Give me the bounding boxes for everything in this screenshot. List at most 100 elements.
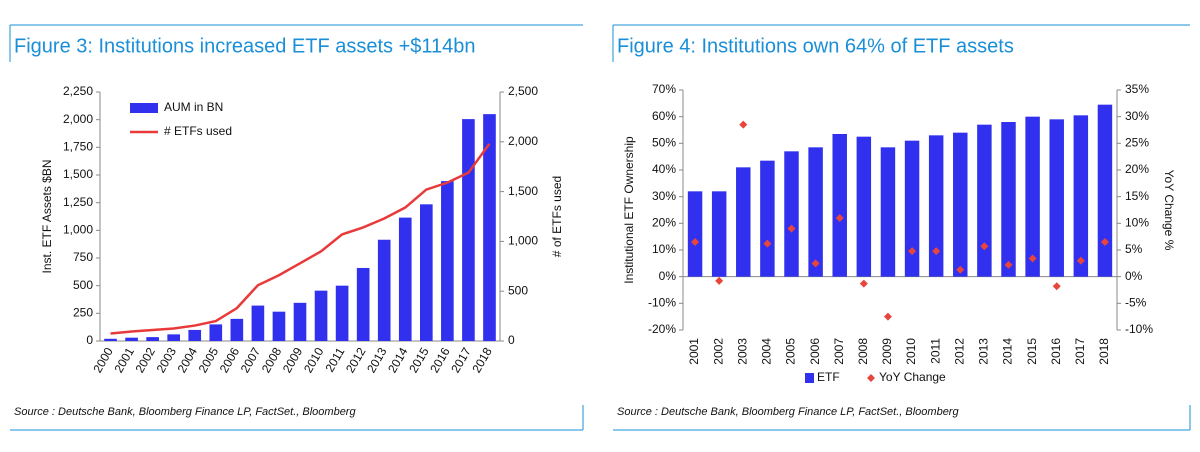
bar [856, 136, 872, 277]
x-tick-label: 2003 [154, 345, 180, 375]
bar [125, 337, 138, 341]
bar [953, 132, 968, 277]
x-tick-label: 2014 [385, 345, 411, 375]
point [1076, 256, 1085, 265]
bar [1025, 116, 1040, 277]
bar [483, 114, 496, 341]
y2-tick-label: 500 [508, 283, 528, 297]
y-axis-label: Institutional ETF Ownership [622, 136, 636, 284]
x-tick-label: 2004 [175, 345, 201, 375]
y-tick-label: 0 [86, 333, 93, 347]
point [787, 224, 796, 233]
bar [977, 124, 992, 277]
legend-label: AUM in BN [164, 100, 223, 114]
bar [230, 318, 244, 341]
y2-tick-label: -5% [1125, 296, 1147, 310]
bar [441, 181, 454, 341]
y-tick-label: 1,500 [63, 167, 93, 181]
point [835, 214, 844, 222]
point [1028, 254, 1037, 263]
point [1100, 238, 1109, 246]
x-tick-label: 2013 [364, 345, 390, 375]
x-tick-label: 2017 [448, 345, 474, 375]
x-tick-label: 2015 [406, 345, 432, 375]
y-tick-label: 0% [659, 269, 677, 283]
x-tick-label: 2006 [217, 345, 243, 375]
x-tick-label: 2003 [735, 338, 749, 365]
y2-tick-label: 2,500 [508, 84, 538, 98]
source-note: Source : Deutsche Bank, Bloomberg Financ… [14, 406, 356, 418]
y-tick-label: 1,250 [63, 195, 93, 209]
bar [104, 338, 117, 341]
y-tick-label: -10% [648, 296, 676, 310]
legend-label: # ETFs used [164, 124, 232, 138]
bar [832, 134, 847, 277]
y2-axis-label: # of ETFs used [550, 176, 564, 257]
point [859, 279, 868, 288]
bar [711, 191, 727, 277]
line [110, 143, 491, 335]
chart-title: Figure 4: Institutions own 64% of ETF as… [617, 35, 1014, 57]
x-tick-label: 2016 [1049, 338, 1063, 365]
x-tick-label: 2012 [343, 345, 369, 375]
bar [377, 239, 391, 341]
x-tick-label: 2012 [952, 338, 966, 365]
bar [687, 191, 703, 277]
point [908, 247, 917, 256]
legend-swatch [130, 103, 158, 113]
y-tick-label: 10% [652, 242, 676, 256]
bar [928, 135, 944, 277]
bar [736, 167, 751, 277]
point [715, 276, 724, 285]
bar [808, 147, 823, 277]
x-tick-label: 2009 [280, 345, 306, 375]
y2-tick-label: 35% [1125, 82, 1149, 96]
y2-tick-label: 0 [508, 333, 515, 347]
y-axis-label: Inst. ETF Assets $BN [40, 159, 54, 273]
x-tick-label: 2005 [196, 345, 222, 375]
bar [251, 305, 265, 341]
y2-tick-label: 0% [1125, 269, 1143, 283]
bar [188, 329, 202, 341]
chart-title: Figure 3: Institutions increased ETF ass… [14, 35, 476, 57]
bar [904, 140, 920, 277]
y2-tick-label: -10% [1125, 322, 1153, 336]
x-tick-label: 2001 [111, 345, 137, 375]
x-tick-label: 2009 [880, 338, 894, 365]
y-tick-label: -20% [648, 322, 676, 336]
y-tick-label: 40% [652, 162, 676, 176]
x-tick-label: 2007 [238, 345, 264, 375]
legend-label: ETF [817, 370, 840, 384]
x-tick-label: 2013 [977, 338, 991, 365]
y2-tick-label: 2,000 [508, 134, 538, 148]
bar [167, 334, 180, 341]
y2-tick-label: 1,500 [508, 184, 538, 198]
y-tick-label: 60% [652, 109, 676, 123]
legend-swatch [805, 373, 814, 383]
bar [1049, 119, 1064, 277]
x-tick-label: 2015 [1025, 338, 1039, 365]
bar [293, 302, 307, 341]
y2-axis-label: YoY Change % [1162, 170, 1176, 251]
x-tick-label: 2017 [1073, 338, 1087, 365]
x-tick-label: 2014 [1001, 338, 1015, 365]
bar [420, 204, 433, 341]
x-tick-label: 2001 [687, 338, 701, 365]
y-tick-label: 2,250 [63, 84, 93, 98]
bar [146, 337, 159, 341]
x-tick-label: 2004 [760, 338, 774, 365]
x-tick-label: 2000 [90, 345, 116, 375]
bar [462, 119, 475, 341]
point [811, 259, 820, 268]
point [883, 312, 892, 321]
point [932, 247, 941, 256]
point [763, 239, 772, 248]
y2-tick-label: 15% [1125, 189, 1149, 203]
x-tick-label: 2010 [301, 345, 327, 375]
bar [880, 147, 896, 277]
source-note: Source : Deutsche Bank, Bloomberg Financ… [617, 406, 959, 418]
bar [335, 285, 349, 341]
point [691, 238, 700, 246]
bar [272, 311, 286, 341]
